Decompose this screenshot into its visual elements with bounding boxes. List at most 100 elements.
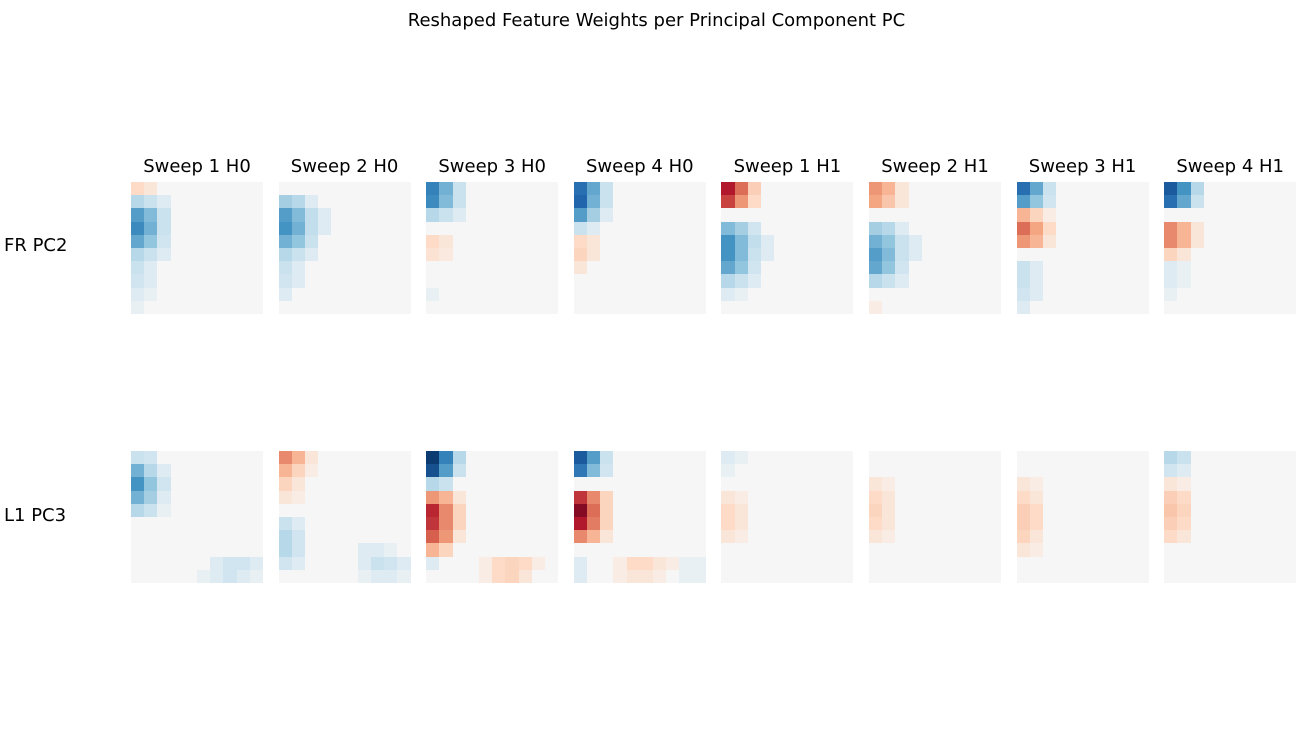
heatmap-cell	[370, 300, 385, 314]
heatmap-cell	[869, 503, 883, 517]
heatmap-cell	[1230, 234, 1244, 248]
heatmap-cell	[1216, 477, 1231, 491]
heatmap-cell	[1164, 516, 1178, 531]
heatmap-cell	[1190, 287, 1204, 301]
heatmap-cell	[692, 530, 706, 544]
heatmap-cell	[840, 182, 854, 196]
heatmap-cell	[948, 208, 962, 222]
heatmap-cell	[183, 556, 197, 570]
heatmap-cell	[573, 221, 587, 235]
heatmap-cell	[626, 530, 640, 544]
heatmap-cell	[465, 569, 479, 583]
heatmap-cell	[1177, 490, 1191, 504]
heatmap-cell	[586, 300, 601, 314]
heatmap-cell	[144, 247, 158, 262]
heatmap-cell	[613, 221, 627, 235]
heatmap-cell	[397, 261, 411, 275]
heatmap-cell	[1256, 451, 1270, 465]
heatmap-cell	[1177, 274, 1191, 288]
heatmap-cell	[679, 195, 693, 209]
heatmap-l1-pc3-sweep-1-h1	[721, 451, 854, 583]
heatmap-cell	[223, 195, 237, 209]
heatmap-cell	[223, 247, 237, 262]
heatmap-cell	[586, 234, 601, 248]
heatmap-cell	[721, 300, 735, 314]
heatmap-cell	[626, 516, 640, 531]
heatmap-cell	[170, 261, 184, 275]
heatmap-cell	[652, 234, 667, 248]
heatmap-cell	[318, 516, 332, 531]
heatmap-cell	[774, 477, 788, 491]
heatmap-cell	[639, 516, 653, 531]
heatmap-cell	[278, 234, 292, 248]
heatmap-cell	[1135, 287, 1149, 301]
heatmap-cell	[278, 556, 292, 570]
heatmap-cell	[586, 530, 601, 544]
heatmap-cell	[747, 300, 761, 314]
heatmap-cell	[692, 464, 706, 478]
heatmap-cell	[1256, 569, 1270, 583]
heatmap-cell	[934, 221, 949, 235]
heatmap-cell	[1056, 234, 1070, 248]
heatmap-cell	[747, 287, 761, 301]
heatmap-cell	[652, 477, 667, 491]
heatmap-cell	[236, 182, 250, 196]
heatmap-cell	[787, 516, 801, 531]
heatmap-cell	[1177, 208, 1191, 222]
heatmap-cell	[652, 503, 667, 517]
heatmap-cell	[291, 543, 305, 557]
heatmap-cell	[384, 300, 398, 314]
heatmap-cell	[787, 247, 801, 262]
heatmap-cell	[948, 556, 962, 570]
heatmap-cell	[787, 300, 801, 314]
heatmap-cell	[370, 195, 385, 209]
heatmap-cell	[934, 516, 949, 531]
heatmap-fr-pc2-sweep-3-h0	[426, 182, 559, 314]
heatmap-cell	[666, 490, 680, 504]
heatmap-cell	[1164, 530, 1178, 544]
heatmap-cell	[734, 530, 748, 544]
heatmap-cell	[1269, 274, 1283, 288]
heatmap-cell	[934, 208, 949, 222]
heatmap-cell	[882, 247, 896, 262]
heatmap-cell	[131, 569, 145, 583]
heatmap-cell	[426, 569, 440, 583]
heatmap-cell	[518, 208, 532, 222]
heatmap-cell	[1056, 195, 1070, 209]
heatmap-cell	[1282, 274, 1297, 288]
heatmap-cell	[291, 530, 305, 544]
heatmap-cell	[357, 287, 371, 301]
heatmap-cell	[304, 274, 319, 288]
heatmap-cell	[1216, 556, 1231, 570]
heatmap-cell	[236, 516, 250, 531]
heatmap-cell	[1069, 234, 1083, 248]
heatmap-cell	[1230, 221, 1244, 235]
heatmap-cell	[774, 516, 788, 531]
heatmap-cell	[344, 234, 358, 248]
heatmap-cell	[869, 287, 883, 301]
heatmap-cell	[882, 261, 896, 275]
heatmap-cell	[531, 274, 545, 288]
heatmap-cell	[921, 274, 935, 288]
heatmap-cell	[249, 569, 263, 583]
heatmap-cell	[600, 221, 614, 235]
heatmap-cell	[478, 530, 493, 544]
heatmap-cell	[692, 234, 706, 248]
heatmap-cell	[1216, 490, 1231, 504]
heatmap-cell	[131, 477, 145, 491]
heatmap-cell	[840, 287, 854, 301]
heatmap-cell	[1190, 503, 1204, 517]
heatmap-cell	[1216, 247, 1231, 262]
heatmap-cell	[869, 451, 883, 465]
heatmap-cell	[1016, 234, 1030, 248]
heatmap-cell	[210, 543, 224, 557]
heatmap-cell	[397, 477, 411, 491]
heatmap-cell	[249, 543, 263, 557]
heatmap-cell	[1243, 182, 1257, 196]
heatmap-cell	[774, 464, 788, 478]
heatmap-cell	[1230, 451, 1244, 465]
heatmap-cell	[734, 490, 748, 504]
heatmap-cell	[465, 221, 479, 235]
heatmap-cell	[1282, 208, 1297, 222]
heatmap-cell	[1269, 221, 1283, 235]
